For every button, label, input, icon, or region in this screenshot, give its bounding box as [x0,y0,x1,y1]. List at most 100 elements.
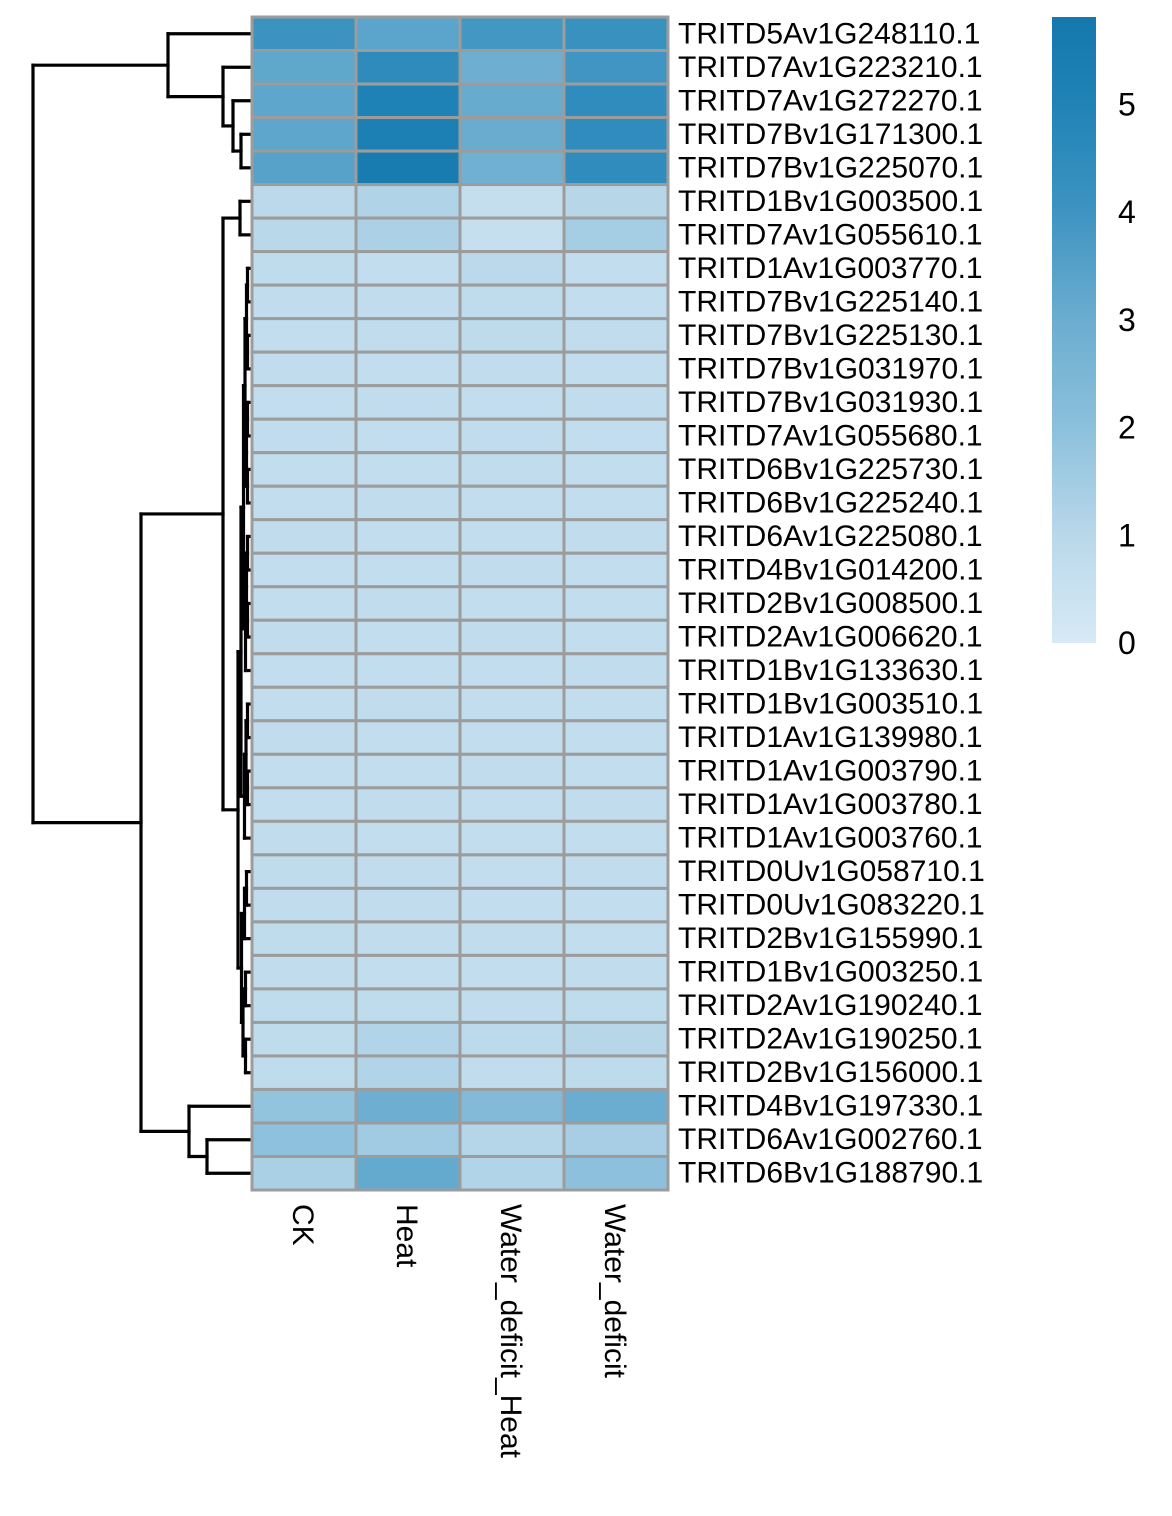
heatmap-cell [354,216,462,254]
heatmap-cell [354,618,462,656]
heatmap-cell [458,149,566,187]
row-label: TRITD6Bv1G225730.1 [678,453,983,486]
heatmap-cell [250,1054,358,1091]
heatmap-cell [354,920,462,957]
column-labels: CK Heat Water_deficit_Heat Water_deficit [286,1204,631,1459]
heatmap-cell [458,886,566,924]
heatmap-cell [354,853,462,890]
heatmap-cell [250,49,358,86]
heatmap-cell [250,250,358,287]
heatmap-cell [354,116,462,153]
heatmap-cell [562,853,670,890]
heatmap-cell [562,685,670,723]
heatmap-cell [562,1087,670,1125]
heatmap-cell [458,920,566,957]
row-label: TRITD2Av1G190250.1 [678,1023,983,1056]
heatmap-cell [250,1121,358,1158]
heatmap-cell [458,853,566,890]
heatmap-grid [250,15,670,1192]
heatmap-cell [458,618,566,656]
heatmap-cell [458,1121,566,1158]
heatmap-cell [562,116,670,153]
heatmap-cell [562,1054,670,1091]
heatmap-cell [562,317,670,354]
row-label: TRITD1Bv1G003500.1 [678,185,983,218]
heatmap-cell [458,484,566,522]
heatmap-cell [250,116,358,153]
row-labels: TRITD5Av1G248110.1TRITD7Av1G223210.1TRIT… [678,17,985,1189]
heatmap-cell [354,585,462,622]
heatmap-cell [250,82,358,120]
row-label: TRITD6Av1G002760.1 [678,1123,983,1156]
heatmap-cell [458,1054,566,1091]
heatmap-cell [354,82,462,120]
heatmap-cell [354,451,462,488]
row-label: TRITD6Av1G225080.1 [678,520,983,553]
heatmap-cell [250,149,358,187]
column-label: CK [286,1204,319,1246]
column-label: Water_deficit_Heat [494,1204,527,1459]
heatmap-cell [250,685,358,723]
heatmap-cell [458,283,566,321]
heatmap-cell [458,953,566,991]
heatmap-cell [354,518,462,555]
heatmap-cell [562,752,670,790]
heatmap-cell [354,652,462,689]
heatmap-cell [562,1020,670,1058]
heatmap-cell [354,819,462,857]
row-label: TRITD7Bv1G225130.1 [678,319,983,352]
heatmap-cell [250,652,358,689]
heatmap-cell [562,652,670,689]
heatmap-cell [562,1154,670,1192]
heatmap-cell [458,49,566,86]
heatmap-cell [354,1087,462,1125]
heatmap-cell [458,1154,566,1192]
heatmap-cell [562,149,670,187]
row-label: TRITD1Bv1G003510.1 [678,688,983,721]
heatmap-cell [458,585,566,622]
heatmap-cell [562,350,670,388]
row-label: TRITD2Bv1G008500.1 [678,587,983,620]
heatmap-cell [250,417,358,455]
heatmap-cell [458,752,566,790]
heatmap-cell [458,15,566,53]
heatmap-cell [354,283,462,321]
row-label: TRITD6Bv1G225240.1 [678,486,983,519]
heatmap-cell [458,317,566,354]
heatmap-cell [250,1154,358,1192]
heatmap-cell [354,417,462,455]
legend-gradient-bar [1052,17,1096,643]
heatmap-cell [354,551,462,589]
row-label: TRITD1Av1G003780.1 [678,788,983,821]
heatmap-cell [250,551,358,589]
heatmap-cell [458,350,566,388]
heatmap-cell [354,1154,462,1192]
heatmap-cell [250,853,358,890]
row-label: TRITD0Uv1G083220.1 [678,889,985,922]
heatmap-cell [562,417,670,455]
row-label: TRITD6Bv1G188790.1 [678,1157,983,1190]
heatmap-cell [250,786,358,823]
heatmap-cell [458,551,566,589]
heatmap-cell [562,920,670,957]
heatmap-cell [562,1121,670,1158]
row-label: TRITD4Bv1G014200.1 [678,553,983,586]
heatmap-cell [458,183,566,220]
heatmap-cell [250,585,358,622]
heatmap-cell [354,484,462,522]
heatmap-cell [458,116,566,153]
heatmap-cell [354,384,462,421]
heatmap-cell [250,819,358,857]
heatmap-cell [250,350,358,388]
row-label: TRITD7Av1G055680.1 [678,419,983,452]
heatmap-cell [562,618,670,656]
heatmap-cell [250,618,358,656]
heatmap-cell [562,551,670,589]
heatmap-cell [562,886,670,924]
heatmap-cell [562,250,670,287]
row-label: TRITD5Av1G248110.1 [678,17,980,50]
heatmap-cell [458,685,566,723]
row-label: TRITD0Uv1G058710.1 [678,855,985,888]
heatmap-cell [250,920,358,957]
heatmap-cell [250,953,358,991]
